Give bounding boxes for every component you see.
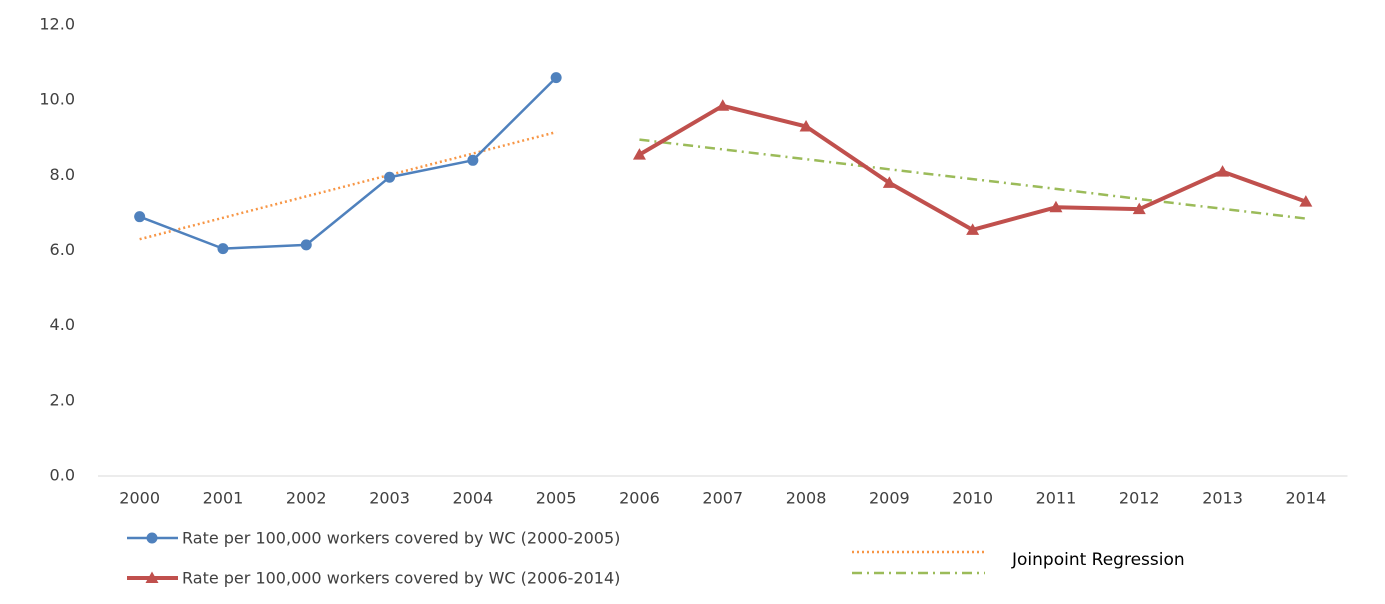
x-tick-label: 2014 <box>1285 489 1326 508</box>
data-point <box>716 99 730 111</box>
legend-label: Rate per 100,000 workers covered by WC (… <box>182 569 620 588</box>
x-tick-label: 2006 <box>619 489 660 508</box>
data-point <box>1216 165 1230 177</box>
y-tick-label: 10.0 <box>39 90 75 109</box>
data-point <box>300 239 312 251</box>
x-tick-label: 2001 <box>203 489 244 508</box>
x-tick-label: 2007 <box>702 489 743 508</box>
x-tick-label: 2011 <box>1036 489 1077 508</box>
y-tick-label: 4.0 <box>50 315 75 334</box>
x-tick-label: 2002 <box>286 489 327 508</box>
legend-label: Rate per 100,000 workers covered by WC (… <box>182 529 620 548</box>
x-tick-label: 2008 <box>786 489 827 508</box>
x-tick-label: 2012 <box>1119 489 1160 508</box>
data-point <box>550 72 562 84</box>
legend-marker <box>145 571 159 583</box>
y-tick-label: 2.0 <box>50 390 75 409</box>
data-point <box>384 171 396 183</box>
data-point <box>799 119 813 132</box>
regression-line <box>639 138 1306 220</box>
x-tick-label: 2009 <box>869 489 910 508</box>
y-tick-label: 12.0 <box>39 15 75 34</box>
x-tick-label: 2003 <box>369 489 410 508</box>
y-tick-label: 6.0 <box>50 240 75 259</box>
regression-line <box>139 130 557 241</box>
data-point <box>1299 195 1313 207</box>
x-tick-label: 2013 <box>1202 489 1243 508</box>
legend-marker <box>146 532 158 544</box>
data-point <box>467 154 479 166</box>
y-tick-label: 0.0 <box>50 466 75 485</box>
data-point <box>1132 202 1146 215</box>
series-line <box>139 76 558 250</box>
legend-label: Joinpoint Regression <box>1011 550 1185 570</box>
x-tick-label: 2004 <box>452 489 493 508</box>
data-point <box>966 223 980 235</box>
x-tick-label: 2000 <box>119 489 160 508</box>
data-point <box>632 148 646 160</box>
data-point <box>882 176 896 188</box>
y-tick-label: 8.0 <box>50 165 75 184</box>
x-tick-label: 2010 <box>952 489 993 508</box>
data-point <box>134 211 146 223</box>
data-point <box>1049 200 1063 213</box>
x-tick-label: 2005 <box>536 489 577 508</box>
data-point <box>217 243 229 255</box>
